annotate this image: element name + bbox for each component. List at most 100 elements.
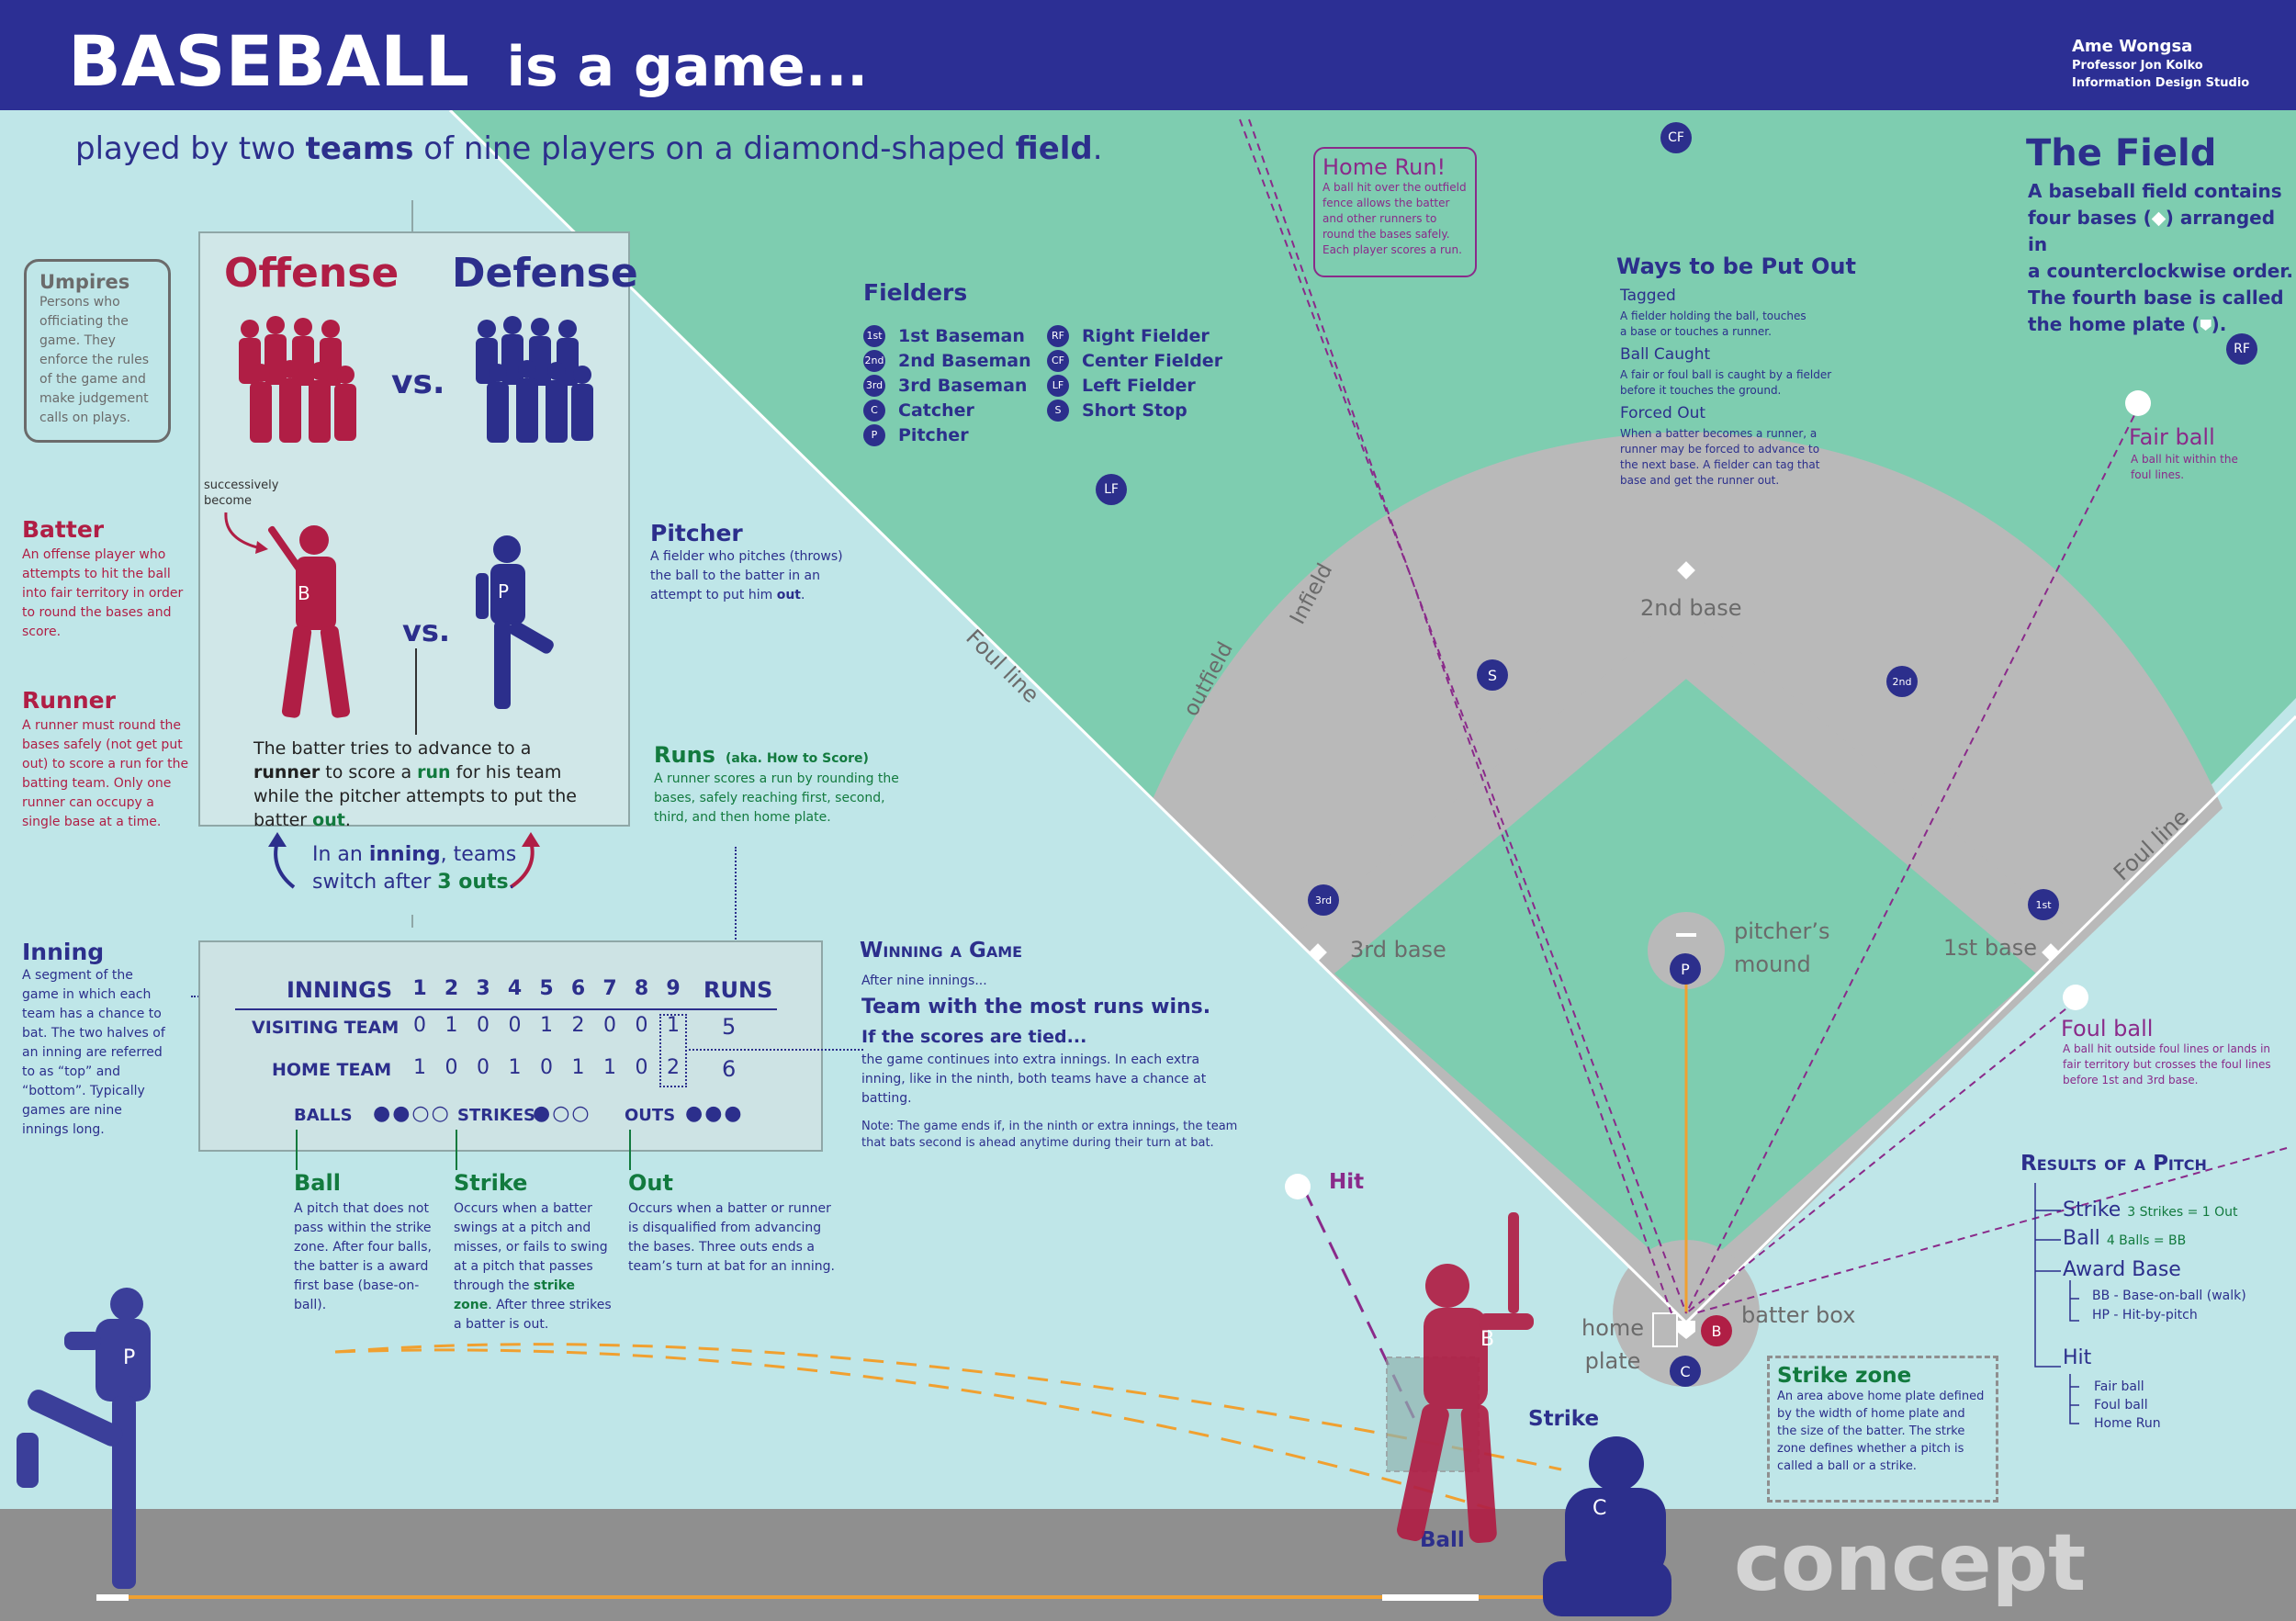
home-score-9: 2 — [667, 1056, 680, 1079]
putout-forced: Forced Out — [1620, 404, 1706, 422]
putout-heading: Ways to be Put Out — [1616, 253, 1856, 279]
batter-box-label: batter box — [1741, 1302, 1856, 1328]
second-code: 2nd — [1892, 675, 1912, 688]
switch-line2-pre: switch after — [312, 871, 438, 894]
inning-switch-arrows — [268, 832, 540, 889]
winning-most-runs: Team with the most runs wins. — [861, 996, 1211, 1019]
home-score-1: 1 — [413, 1056, 426, 1079]
pitchers-mound-circle — [1648, 912, 1725, 989]
result-homerun: Home Run — [2094, 1416, 2161, 1431]
teams-description: The batter tries to advance to a runner … — [253, 737, 602, 832]
inning-number-7: 7 — [602, 977, 617, 1000]
vs-teams: vs. — [391, 364, 445, 401]
out-text: Occurs when a batter or runner is disqua… — [628, 1201, 835, 1274]
pitcher-marker: P — [1670, 953, 1701, 985]
fielder-item: LF Left Fielder — [1047, 373, 1222, 398]
mound-label-1: pitcher’s — [1734, 918, 1830, 944]
home-team-label: HOME TEAM — [272, 1060, 392, 1080]
visiting-score-6: 2 — [571, 1014, 585, 1037]
desc-run: run — [417, 762, 451, 782]
ball-text: A pitch that does not pass within the st… — [294, 1201, 432, 1312]
batter-marker: B — [1701, 1315, 1732, 1346]
subtitle-mid: of nine players on a diamond-shaped — [413, 130, 1016, 167]
inning-text: A segment of the game in which each team… — [22, 968, 165, 1137]
strike-text-zone: strike zone — [454, 1278, 576, 1312]
fielder-code-icon: C — [863, 399, 885, 422]
strikes-indicator: ●○○ — [533, 1102, 591, 1125]
switch-outs: 3 outs — [437, 871, 509, 894]
offense-label: Offense — [224, 250, 400, 297]
result-ball-note: 4 Balls = BB — [2106, 1233, 2187, 1248]
offense-team-silhouettes — [239, 316, 356, 443]
catcher-action-letter: C — [1593, 1497, 1607, 1520]
strike-connector — [456, 1130, 457, 1170]
result-hit: Hit — [2063, 1346, 2092, 1369]
tie-connector — [689, 1049, 863, 1051]
fielder-code-icon: 2nd — [863, 349, 885, 372]
runs-heading-block: Runs (aka. How to Score) — [654, 742, 869, 768]
right-fielder-marker: RF — [2226, 333, 2257, 365]
batter-action-letter: B — [1480, 1328, 1495, 1351]
fielder-item: 3rd 3rd Baseman — [863, 373, 1031, 398]
batter-text: An offense player who attempts to hit th… — [22, 547, 184, 639]
second-base-label: 2nd base — [1640, 595, 1742, 621]
visiting-score-1: 0 — [413, 1014, 426, 1037]
thefield-line2-pre: four bases ( — [2028, 207, 2152, 229]
header-title: BASEBALL is a game... — [68, 20, 868, 102]
visiting-score-7: 0 — [603, 1014, 616, 1037]
runs-text: A runner scores a run by rounding the ba… — [654, 771, 899, 825]
homerun-text: A ball hit over the outfield fence allow… — [1322, 181, 1467, 256]
pitcher-action-figure — [17, 1288, 151, 1589]
winning-tied: If the scores are tied... — [861, 1027, 1087, 1047]
pitcher-figure — [476, 535, 554, 709]
home-score-2: 0 — [445, 1056, 458, 1079]
left-fielder-marker: LF — [1096, 474, 1127, 505]
fairball-heading: Fair ball — [2129, 424, 2215, 450]
strikezone-heading: Strike zone — [1777, 1364, 1912, 1388]
visiting-score-8: 0 — [635, 1014, 648, 1037]
fielder-label: Pitcher — [898, 424, 969, 445]
rf-code: RF — [2234, 342, 2250, 356]
putout-tagged-text: A fielder holding the ball, touches a ba… — [1620, 310, 1806, 338]
title-main: BASEBALL — [68, 20, 469, 102]
strikezone-text: An area above home plate defined by the … — [1777, 1390, 1985, 1473]
inning-heading: Inning — [22, 939, 105, 965]
putout-caught-text: A fair or foul ball is caught by a field… — [1620, 368, 1832, 397]
winning-note: Note: The game ends if, in the ninth or … — [861, 1120, 1238, 1150]
fairball-text: A ball hit within the foul lines. — [2131, 453, 2238, 481]
result-ball: Ball 4 Balls = BB — [2063, 1227, 2186, 1250]
putout-caught: Ball Caught — [1620, 345, 1711, 364]
results-tree-lines — [2034, 1183, 2079, 1424]
fielder-code-icon: 1st — [863, 324, 885, 347]
fielders-right-list: RF Right Fielder CF Center Fielder LF Left Fi… — [1047, 323, 1222, 422]
author-block: Ame Wongsa Professor Jon Kolko Informati… — [2072, 37, 2249, 92]
runs-aka: (aka. How to Score) — [726, 751, 869, 766]
runner-heading: Runner — [22, 687, 116, 714]
inning-switch-text: In an inning, teams switch after 3 outs. — [312, 841, 516, 896]
hit-label: Hit — [1329, 1170, 1365, 1194]
thefield-line4: The fourth base is called — [2028, 287, 2284, 309]
result-bb: BB - Base-on-ball (walk) — [2092, 1289, 2246, 1303]
inning-number-4: 4 — [507, 977, 523, 1000]
b-code: B — [1711, 1322, 1722, 1340]
switch-inning: inning — [368, 843, 441, 866]
homerun-box: Home Run! A ball hit over the outfield f… — [1313, 147, 1477, 277]
batter-letter: B — [298, 582, 310, 604]
c-code: C — [1680, 1362, 1691, 1380]
arrow-successively — [224, 512, 268, 554]
result-strike-label: Strike — [2063, 1199, 2122, 1221]
visiting-score-4: 0 — [508, 1014, 522, 1037]
fielder-label: Left Fielder — [1082, 375, 1196, 396]
pitcher-letter: P — [498, 580, 510, 602]
home-label-2: plate — [1584, 1348, 1641, 1374]
thefield-heading: The Field — [2026, 132, 2217, 174]
desc-out: out — [312, 810, 345, 830]
desc-part4: . — [344, 810, 351, 830]
title-rest: is a game... — [506, 35, 869, 99]
footer-concept-map: concept map — [1734, 1517, 2087, 1621]
desc-runner: runner — [253, 762, 321, 782]
fielder-item: C Catcher — [863, 398, 1031, 422]
fielder-item: RF Right Fielder — [1047, 323, 1222, 348]
thefield-line5-post: ). — [2211, 313, 2227, 335]
